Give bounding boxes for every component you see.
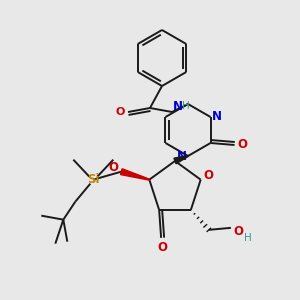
Text: N: N [212, 110, 221, 124]
Text: O: O [204, 169, 214, 182]
Text: Si: Si [87, 173, 100, 186]
Text: N: N [173, 100, 183, 112]
Polygon shape [174, 155, 188, 164]
Text: O: O [238, 139, 248, 152]
Text: H: H [182, 101, 190, 111]
Text: N: N [177, 149, 187, 163]
Polygon shape [121, 169, 149, 180]
Text: O: O [234, 225, 244, 238]
Text: O: O [115, 107, 125, 117]
Text: O: O [157, 241, 167, 254]
Text: H: H [244, 233, 252, 243]
Text: O: O [108, 161, 118, 174]
